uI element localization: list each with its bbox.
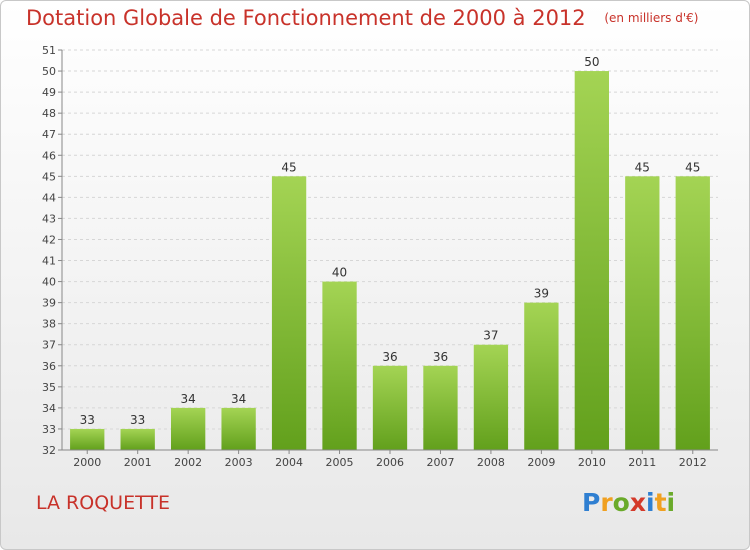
logo-letter: r — [600, 488, 613, 517]
bar-2005 — [322, 281, 357, 450]
x-tick-label: 2008 — [477, 456, 505, 469]
y-tick-label: 38 — [42, 318, 56, 331]
commune-name: LA ROQUETTE — [36, 492, 170, 514]
bar-2008 — [473, 344, 509, 450]
chart-title: Dotation Globale de Fonctionnement de 20… — [26, 6, 586, 30]
chart-title-block: Dotation Globale de Fonctionnement de 20… — [26, 6, 698, 30]
bar-2002 — [170, 407, 206, 450]
bar-2001 — [120, 428, 155, 450]
data-label: 34 — [231, 392, 246, 406]
x-tick-label: 2003 — [225, 456, 253, 469]
data-label: 45 — [635, 160, 650, 174]
y-tick-label: 35 — [42, 381, 56, 394]
y-tick-label: 46 — [42, 149, 56, 162]
x-tick-label: 2010 — [578, 456, 606, 469]
proxiti-logo: Proxiti — [582, 488, 675, 517]
bar-2012 — [675, 176, 710, 450]
bar-2011 — [625, 176, 660, 450]
x-tick-label: 2007 — [426, 456, 454, 469]
y-tick-label: 47 — [42, 128, 56, 141]
data-label: 33 — [130, 413, 145, 427]
data-label: 45 — [281, 160, 296, 174]
y-tick-label: 50 — [42, 65, 56, 78]
y-tick-label: 41 — [42, 255, 56, 268]
x-tick-label: 2001 — [124, 456, 152, 469]
y-tick-label: 40 — [42, 276, 56, 289]
logo-letter: i — [666, 488, 676, 517]
y-tick-label: 43 — [42, 212, 56, 225]
data-label: 33 — [80, 413, 95, 427]
data-label: 45 — [685, 160, 700, 174]
x-tick-label: 2002 — [174, 456, 202, 469]
bar-2006 — [372, 365, 408, 450]
bar-2004 — [271, 176, 307, 450]
x-tick-label: 2012 — [679, 456, 707, 469]
x-tick-label: 2005 — [326, 456, 354, 469]
data-label: 50 — [584, 55, 599, 69]
y-axis-ticks: 32 33 34 35 36 37 38 39 40 41 42 43 44 45 46 47 48 49 50 51 — [42, 44, 62, 457]
logo-letter: o — [612, 488, 630, 517]
x-axis-ticks: 2000 2001 2002 2003 2004 2005 2006 2007 2008 2009… — [73, 450, 707, 469]
chart-subtitle: (en milliers d'€) — [604, 11, 699, 25]
bars — [70, 71, 710, 450]
y-tick-label: 51 — [42, 44, 56, 57]
data-labels: 33 33 34 34 45 40 36 36 37 39 50 45 45 — [80, 55, 701, 427]
logo-letter: i — [646, 488, 655, 517]
y-tick-label: 44 — [42, 191, 56, 204]
data-label: 39 — [534, 287, 549, 301]
x-tick-label: 2009 — [527, 456, 555, 469]
bar-2009 — [524, 302, 559, 450]
data-label: 34 — [181, 392, 196, 406]
y-tick-label: 39 — [42, 297, 56, 310]
y-tick-label: 45 — [42, 170, 56, 183]
x-tick-label: 2011 — [628, 456, 656, 469]
bar-2003 — [221, 407, 256, 450]
logo-letter: x — [629, 488, 646, 517]
y-tick-label: 49 — [42, 86, 56, 99]
x-tick-label: 2000 — [73, 456, 101, 469]
x-tick-label: 2004 — [275, 456, 303, 469]
data-label: 40 — [332, 266, 347, 280]
data-label: 36 — [433, 350, 448, 364]
y-tick-label: 33 — [42, 423, 56, 436]
y-tick-label: 36 — [42, 360, 56, 373]
y-tick-label: 37 — [42, 339, 56, 352]
x-tick-label: 2006 — [376, 456, 404, 469]
bar-2000 — [70, 428, 105, 450]
bar-2010 — [574, 71, 610, 450]
data-label: 37 — [483, 329, 498, 343]
y-tick-label: 32 — [42, 444, 56, 457]
logo-letter: t — [654, 488, 667, 517]
data-label: 36 — [382, 350, 397, 364]
y-tick-label: 34 — [42, 402, 56, 415]
y-tick-label: 48 — [42, 107, 56, 120]
bar-2007 — [423, 365, 458, 450]
logo-letter: P — [582, 488, 601, 517]
y-tick-label: 42 — [42, 233, 56, 246]
